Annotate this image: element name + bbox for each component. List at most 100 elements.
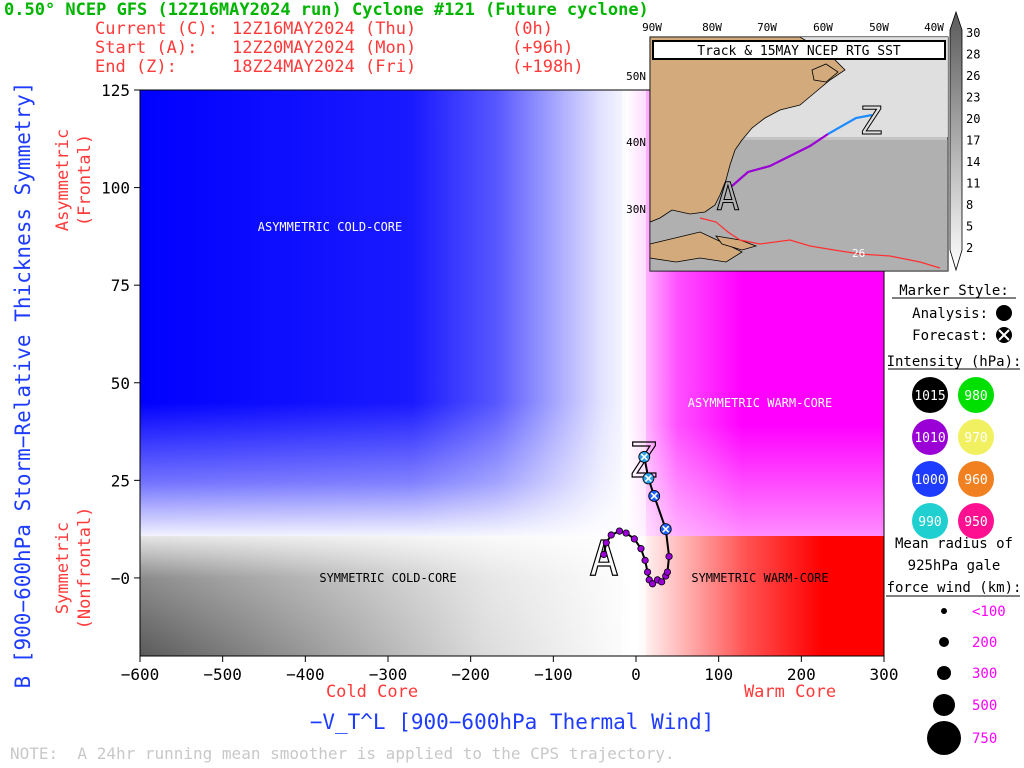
y-axis-title: B [900−600hPa Storm−Relative Thickness S… xyxy=(11,82,35,689)
end-time: 18Z24MAY2024 (Fri) xyxy=(232,57,417,77)
inset-axis-labels: 90W 80W 70W 60W 50W 40W 50N 40N 30N xyxy=(626,21,944,216)
colorbar-label: 8 xyxy=(966,198,973,212)
y-label-asymmetric: Asymmetric xyxy=(53,129,73,231)
x-tick-label: −300 xyxy=(369,665,408,684)
colorbar-label: 20 xyxy=(966,112,980,126)
forecast-point xyxy=(638,451,651,463)
intensity-swatch: 990 xyxy=(912,503,948,539)
svg-text:300: 300 xyxy=(972,666,997,682)
svg-text:750: 750 xyxy=(972,731,997,747)
svg-text:500: 500 xyxy=(972,698,997,714)
svg-text:1000: 1000 xyxy=(914,473,945,488)
inset-lon-label: 50W xyxy=(869,21,889,34)
legend-radius-title-2: 925hPa gale xyxy=(908,558,1001,574)
forecast-point xyxy=(648,490,661,502)
inset-contour-label: 26 xyxy=(852,247,865,260)
legend-radius-title-3: force wind (km): xyxy=(887,580,1022,596)
analysis-point xyxy=(600,550,608,559)
inset-map: A Z 26 Track & 15MAY NCEP RTG SST xyxy=(649,36,949,272)
colorbar-label: 5 xyxy=(966,220,973,234)
x-tick-label: −100 xyxy=(534,665,573,684)
x-label-warm-core: Warm Core xyxy=(744,682,836,702)
analysis-point xyxy=(630,535,638,543)
start-time: 12Z20MAY2024 (Mon) xyxy=(232,38,417,58)
intensity-swatch: 970 xyxy=(958,419,994,455)
y-tick-label: 100 xyxy=(101,179,130,198)
x-tick-label: 0 xyxy=(631,665,641,684)
svg-text:<100: <100 xyxy=(972,604,1006,620)
inset-end-letter: Z xyxy=(860,99,883,143)
legend-intensity-title: Intensity (hPa): xyxy=(887,354,1022,370)
radius-swatch: 750 xyxy=(927,721,997,755)
inset-lon-label: 60W xyxy=(813,21,833,34)
forecast-marker-icon xyxy=(996,327,1012,343)
radius-swatch: 300 xyxy=(937,666,997,682)
svg-text:990: 990 xyxy=(918,515,941,530)
colorbar-label: 11 xyxy=(966,177,980,191)
end-label: End (Z): xyxy=(95,57,177,77)
sst-colorbar xyxy=(949,10,963,272)
svg-text:950: 950 xyxy=(964,515,987,530)
end-offset: (+198h) xyxy=(512,57,584,77)
chart-title: 0.50° NCEP GFS (12Z16MAY2024 run) Cyclon… xyxy=(4,0,649,20)
svg-text:980: 980 xyxy=(964,389,987,404)
inset-lat-label: 50N xyxy=(626,70,646,83)
x-tick-label: −200 xyxy=(451,665,490,684)
quadrant-label-swc: SYMMETRIC WARM-CORE xyxy=(691,571,828,585)
colorbar-label: 30 xyxy=(966,26,980,40)
inset-sst-contour xyxy=(699,217,941,269)
x-tick-label: −400 xyxy=(286,665,325,684)
svg-text:970: 970 xyxy=(964,431,987,446)
radius-swatch: 200 xyxy=(939,635,997,651)
current-label: Current (C): xyxy=(95,19,218,39)
inset-lon-label: 70W xyxy=(757,21,777,34)
start-offset: (+96h) xyxy=(512,38,574,58)
current-time: 12Z16MAY2024 (Thu) xyxy=(232,19,417,39)
quadrant-label-scc: SYMMETRIC COLD-CORE xyxy=(319,571,456,585)
quadrant-label-awc: ASYMMETRIC WARM-CORE xyxy=(688,396,833,410)
colorbar-label: 23 xyxy=(966,91,980,105)
legend-forecast-label: Forecast: xyxy=(912,328,988,344)
forecast-point xyxy=(642,472,655,485)
legend-radius-title-1: Mean radius of xyxy=(895,536,1013,552)
intensity-swatch: 1015 xyxy=(912,377,948,413)
inset-land xyxy=(649,36,846,223)
x-label-cold-core: Cold Core xyxy=(326,682,418,702)
svg-text:960: 960 xyxy=(964,473,987,488)
y-tick-label: 25 xyxy=(111,471,130,490)
colorbar-label: 2 xyxy=(966,241,973,255)
x-tick-label: 200 xyxy=(787,665,816,684)
intensity-swatch: 950 xyxy=(958,503,994,539)
intensity-swatch: 980 xyxy=(958,377,994,413)
forecast-point xyxy=(663,568,672,576)
analysis-marker-icon xyxy=(996,305,1012,321)
y-tick-label: −0 xyxy=(111,569,130,588)
cps-track xyxy=(600,451,673,588)
intensity-swatch: 1010 xyxy=(912,419,948,455)
y-label-nonfrontal: (Nonfrontal) xyxy=(75,507,95,630)
inset-land-south xyxy=(649,231,743,263)
analysis-point xyxy=(615,527,624,535)
background-shading xyxy=(140,90,884,656)
colorbar-label: 14 xyxy=(966,155,980,169)
analysis-point xyxy=(648,580,657,588)
analysis-point xyxy=(637,545,645,553)
inset-lon-label: 40W xyxy=(924,21,944,34)
x-tick-label: −600 xyxy=(121,665,160,684)
inset-land-island xyxy=(811,63,839,83)
y-tick-label: 50 xyxy=(111,374,130,393)
y-tick-label: 125 xyxy=(101,81,130,100)
x-tick-label: 300 xyxy=(870,665,899,684)
inset-land-caribbean xyxy=(715,235,758,251)
forecast-point xyxy=(665,552,673,561)
inset-start-letter: A xyxy=(717,175,740,219)
analysis-point xyxy=(641,556,649,564)
sst-colorbar-labels: 30 28 26 23 20 17 14 11 8 5 2 xyxy=(966,26,980,255)
colorbar-label: 28 xyxy=(966,48,980,62)
radius-swatch: <100 xyxy=(941,604,1006,620)
legend-marker-style-title: Marker Style: xyxy=(899,283,1009,299)
quadrant-label-acc: ASYMMETRIC COLD-CORE xyxy=(258,220,403,234)
inset-lat-label: 40N xyxy=(626,136,646,149)
forecast-point xyxy=(659,523,672,536)
